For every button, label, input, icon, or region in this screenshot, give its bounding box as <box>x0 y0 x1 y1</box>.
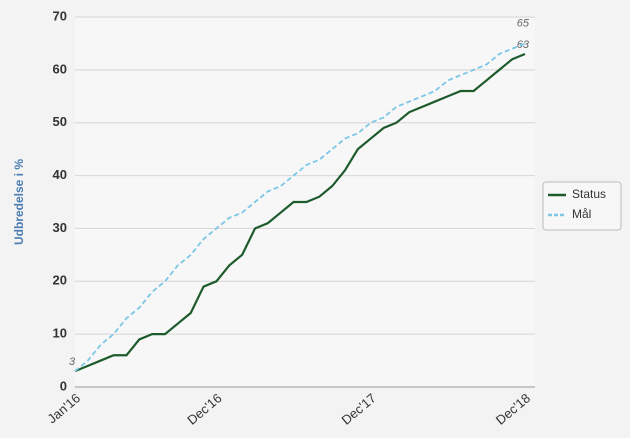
x-tick-label: Dec'18 <box>493 390 533 427</box>
x-tick-label: Jan'16 <box>44 390 83 426</box>
x-tick-label: Dec'16 <box>184 390 224 427</box>
data-label: 65 <box>517 17 530 29</box>
y-tick-label: 40 <box>53 167 67 182</box>
legend-label: Mål <box>572 207 591 221</box>
series-line <box>74 52 526 373</box>
y-tick-label: 10 <box>53 326 67 341</box>
y-tick-label: 50 <box>53 114 67 129</box>
data-label: 3 <box>69 356 76 368</box>
y-axis-label: Udbredelse i % <box>12 159 26 245</box>
x-tick-label: Dec'17 <box>339 390 379 427</box>
y-tick-label: 0 <box>60 378 67 393</box>
y-tick-label: 60 <box>53 61 67 76</box>
legend-label: Status <box>572 187 606 201</box>
y-tick-label: 20 <box>53 273 67 288</box>
series-line <box>74 42 526 372</box>
y-tick-label: 30 <box>53 220 67 235</box>
y-tick-label: 70 <box>53 8 67 23</box>
